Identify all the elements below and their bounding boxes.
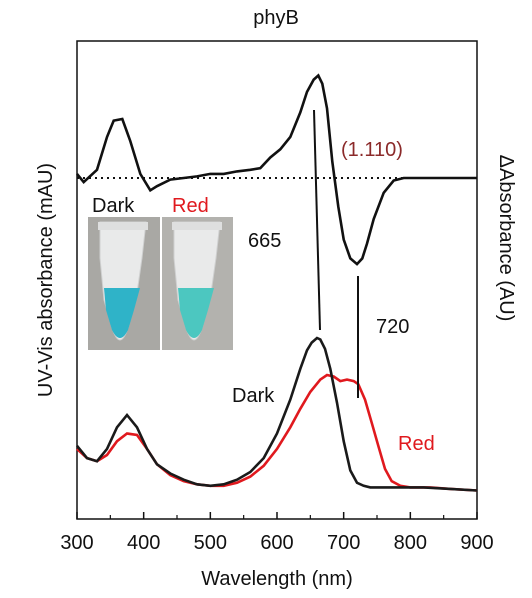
x-tick-label: 500: [194, 532, 227, 554]
scale-factor-label: (1.110): [341, 139, 403, 161]
dark-series-line: [75, 336, 478, 492]
x-tick-label: 800: [394, 532, 427, 554]
red-series-line: [76, 373, 478, 492]
difference-spectrum-line: [75, 73, 477, 266]
dark-tube-image: [98, 221, 148, 341]
x-tick-label: 400: [127, 532, 160, 554]
peak-665-marker: [313, 109, 321, 331]
inset-label-dark: Dark: [92, 195, 135, 217]
x-tick-label: 900: [460, 532, 493, 554]
red-tube-image: [172, 221, 222, 341]
legend-red: Red: [398, 433, 435, 455]
legend-dark: Dark: [232, 385, 275, 407]
chart-title: phyB: [253, 7, 299, 29]
x-tick-label: 700: [327, 532, 360, 554]
y-axis-label-left: UV-Vis absorbance (mAU): [35, 163, 57, 397]
x-axis: 300 400 500 600 700 800 900: [60, 512, 494, 554]
peak-665-label: 665: [248, 230, 281, 252]
x-tick-label: 600: [260, 532, 293, 554]
inset-label-red: Red: [172, 195, 209, 217]
x-tick-label: 300: [60, 532, 93, 554]
inset-photo: [88, 217, 233, 350]
peak-720-label: 720: [376, 316, 409, 338]
y-axis-label-right: ΔAbsorbance (AU): [495, 155, 517, 322]
x-axis-label: Wavelength (nm): [201, 568, 353, 590]
